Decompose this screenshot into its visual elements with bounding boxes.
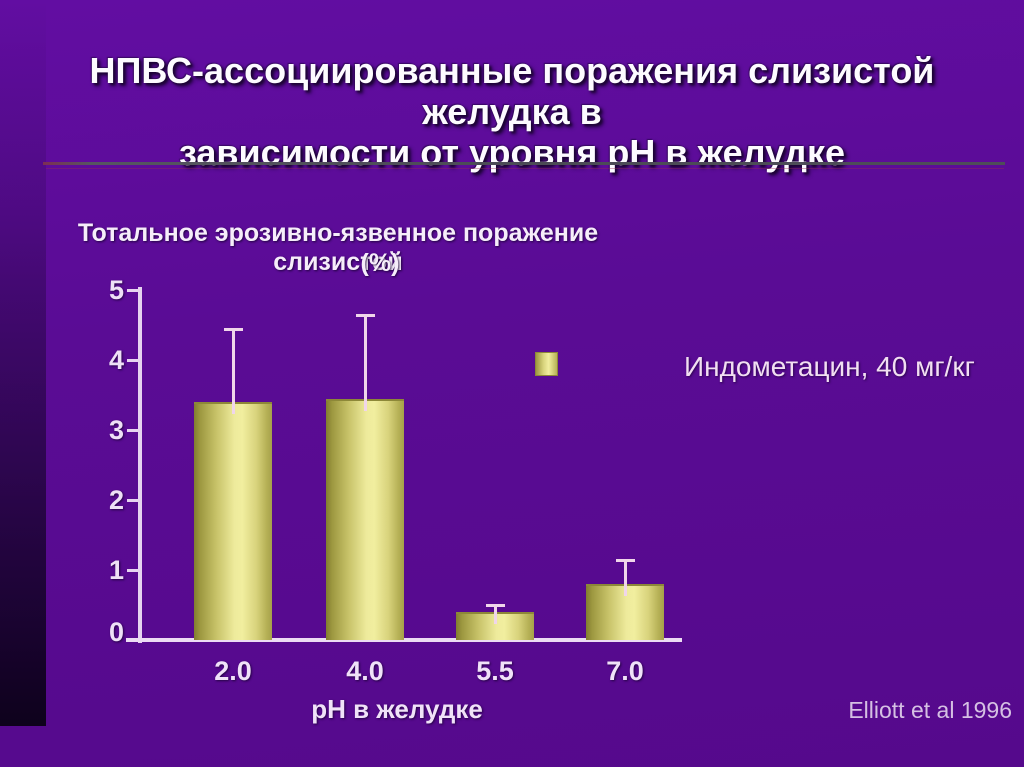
y-axis-tick (127, 359, 141, 362)
x-axis-tick-label: 4.0 (346, 656, 384, 686)
x-axis-tick-label: 2.0 (214, 656, 252, 686)
error-bar-line (493, 605, 497, 624)
legend-swatch (535, 352, 558, 376)
chart-title-units: (%) (360, 249, 400, 277)
slide-title-line2: зависимости от уровня рН в желудке (178, 132, 846, 173)
y-axis-tick-label: 5 (108, 275, 124, 305)
legend-label: Индометацин, 40 мг/кг (684, 351, 975, 382)
y-axis-tick-label: 1 (108, 555, 124, 585)
citation-text: Elliott et al 1996 (848, 697, 1012, 723)
bar (326, 398, 404, 640)
error-bar-line (231, 328, 235, 414)
bar (194, 402, 272, 640)
error-bar-line (623, 559, 627, 596)
left-shadow-strip (0, 0, 46, 726)
title-separator-line (43, 162, 1005, 165)
title-separator-shadow (46, 168, 1004, 169)
error-bar-cap (355, 313, 375, 317)
y-axis-tick (127, 429, 141, 432)
y-axis-line (138, 287, 142, 643)
y-axis-tick (127, 289, 141, 292)
y-axis-tick (127, 499, 141, 502)
y-axis-tick-label: 2 (108, 485, 124, 515)
x-axis-line (126, 638, 682, 642)
error-bar-cap (615, 558, 635, 562)
chart-title: Тотальное эрозивно-язвенное поражение сл… (77, 219, 599, 276)
x-axis-tick-label: 5.5 (476, 656, 514, 686)
x-axis-title: рН в желудке (311, 694, 483, 724)
slide-title-line1: НПВС-ассоциированные поражения слизистой… (89, 50, 935, 132)
error-bar-cap (485, 604, 505, 607)
slide-title: НПВС-ассоциированные поражения слизистой… (30, 50, 994, 173)
y-axis-tick-label: 4 (108, 345, 124, 375)
error-bar-cap (223, 327, 243, 331)
x-axis-tick-label: 7.0 (606, 656, 644, 686)
error-bar-line (363, 314, 367, 411)
y-axis-tick-label: 0 (108, 617, 124, 647)
y-axis-tick (127, 569, 141, 572)
y-axis-tick-label: 3 (108, 415, 124, 445)
